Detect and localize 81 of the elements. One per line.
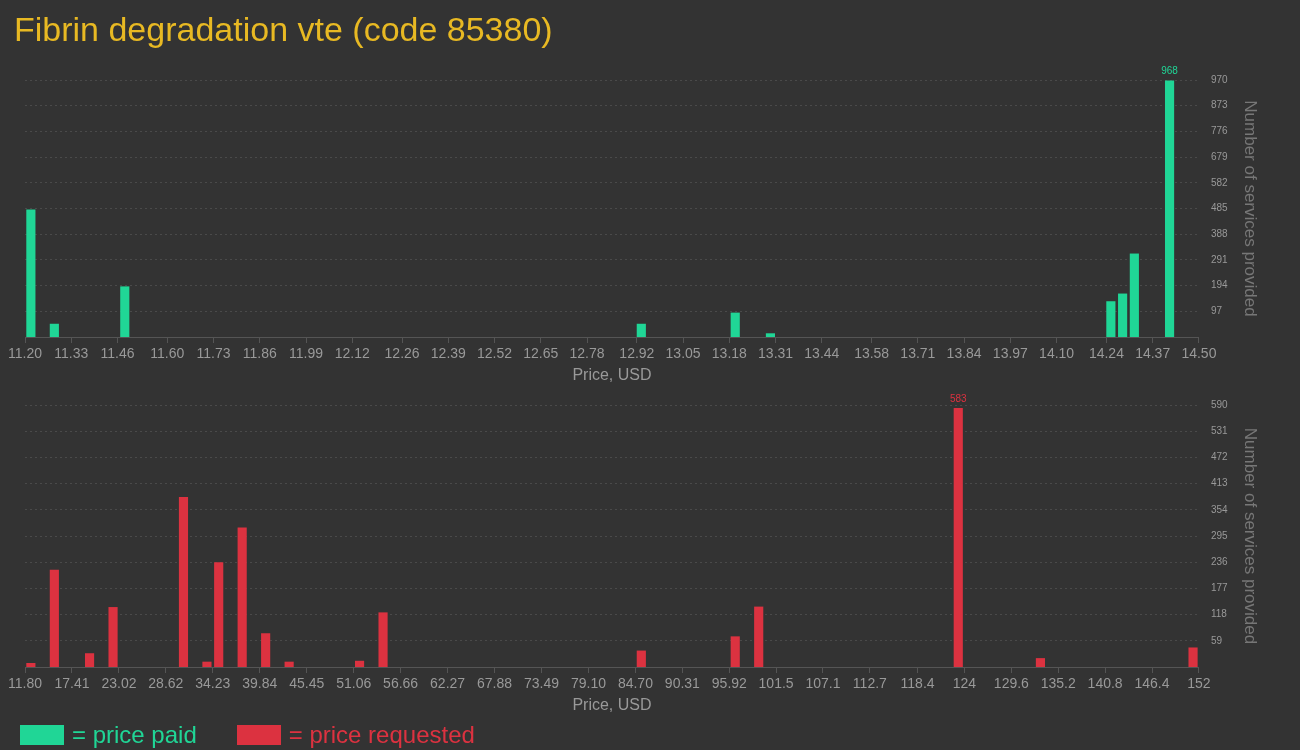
y-tick-label: 472 (1210, 451, 1229, 463)
x-tick-label: 34.23 (195, 675, 231, 692)
x-tick-label: 12.65 (523, 345, 559, 362)
x-axis-title: Price, USD (572, 695, 652, 713)
y-tick-label: 970 (1210, 73, 1229, 85)
x-tick-label: 39.84 (242, 675, 278, 692)
x-tick-label: 135.2 (1040, 675, 1076, 692)
y-tick-label: 873 (1210, 99, 1229, 111)
x-tick-label: 23.02 (101, 675, 137, 692)
y-tick-label: 582 (1210, 176, 1229, 188)
y-tick-label: 776 (1210, 125, 1229, 137)
x-tick-label: 12.26 (384, 345, 420, 362)
y-axis-title: Number of services provided (1241, 427, 1261, 645)
x-tick-label: 95.92 (711, 675, 748, 692)
x-tick-label: 140.8 (1087, 675, 1123, 692)
x-tick-label: 11.20 (8, 345, 43, 362)
y-tick-label: 118 (1210, 608, 1228, 620)
x-tick-label: 14.50 (1181, 345, 1217, 362)
data-label: 583 (949, 392, 968, 404)
x-tick-label: 12.39 (430, 345, 467, 362)
x-tick-label: 13.84 (946, 345, 982, 362)
x-tick-label: 13.58 (854, 345, 890, 362)
y-tick-label: 97 (1210, 305, 1223, 317)
x-tick-label: 13.71 (900, 345, 936, 362)
x-tick-label: 51.06 (336, 675, 372, 692)
x-tick-label: 13.18 (711, 345, 748, 362)
y-tick-label: 177 (1210, 582, 1229, 594)
x-tick-label: 84.70 (617, 675, 654, 692)
y-tick-label: 236 (1210, 555, 1229, 567)
x-tick-label: 90.31 (664, 675, 701, 692)
x-tick-label: 45.45 (289, 675, 325, 692)
x-tick-label: 28.62 (148, 675, 184, 692)
x-tick-label: 14.37 (1135, 345, 1171, 362)
x-tick-label: 73.49 (524, 675, 560, 692)
x-tick-label: 146.4 (1134, 675, 1170, 692)
x-tick-label: 118.4 (900, 675, 935, 692)
x-tick-label: 11.99 (289, 345, 324, 362)
x-tick-label: 14.10 (1039, 345, 1075, 362)
x-tick-label: 11.73 (196, 345, 231, 362)
x-tick-label: 129.6 (993, 675, 1030, 692)
x-tick-label: 13.31 (758, 345, 794, 362)
x-tick-label: 112.7 (852, 675, 888, 692)
x-tick-label: 11.46 (100, 345, 135, 362)
x-tick-label: 14.24 (1088, 345, 1125, 362)
x-tick-label: 12.92 (619, 345, 655, 362)
legend-label: = price paid (72, 721, 197, 749)
x-tick-label: 13.97 (992, 345, 1029, 362)
x-tick-label: 152 (1187, 675, 1211, 692)
y-tick-label: 354 (1210, 503, 1229, 515)
legend-label: = price requested (288, 721, 475, 749)
y-tick-label: 194 (1210, 279, 1229, 291)
y-tick-label: 295 (1210, 529, 1229, 541)
x-tick-label: 62.27 (430, 675, 466, 692)
x-tick-label: 12.52 (477, 345, 513, 362)
x-tick-label: 67.88 (477, 675, 513, 692)
x-tick-label: 12.12 (334, 345, 370, 362)
x-tick-label: 17.41 (54, 675, 90, 692)
y-tick-label: 413 (1210, 477, 1229, 489)
x-tick-label: 56.66 (383, 675, 419, 692)
x-tick-label: 12.78 (569, 345, 605, 362)
x-axis-title: Price, USD (572, 365, 652, 383)
data-label: 968 (1161, 65, 1179, 77)
x-tick-label: 11.86 (242, 345, 277, 362)
x-tick-label: 11.60 (150, 345, 185, 362)
y-tick-label: 485 (1210, 202, 1229, 214)
y-axis-title: Number of services provided (1241, 100, 1261, 317)
y-tick-label: 679 (1210, 150, 1229, 162)
x-tick-label: 107.1 (805, 675, 841, 692)
x-tick-label: 79.10 (570, 675, 607, 692)
x-tick-label: 11.33 (54, 345, 89, 362)
y-tick-label: 388 (1210, 227, 1229, 239)
chart-title: Fibrin degradation vte (code 85380) (13, 9, 554, 50)
y-tick-label: 59 (1210, 634, 1223, 646)
x-tick-label: 11.80 (8, 675, 43, 692)
y-tick-label: 531 (1210, 424, 1229, 436)
y-tick-label: 590 (1210, 398, 1229, 410)
x-tick-label: 124 (952, 675, 977, 692)
x-tick-label: 101.5 (758, 675, 794, 692)
y-tick-label: 291 (1210, 253, 1229, 265)
x-tick-label: 13.05 (665, 345, 701, 362)
x-tick-label: 13.44 (804, 345, 840, 362)
